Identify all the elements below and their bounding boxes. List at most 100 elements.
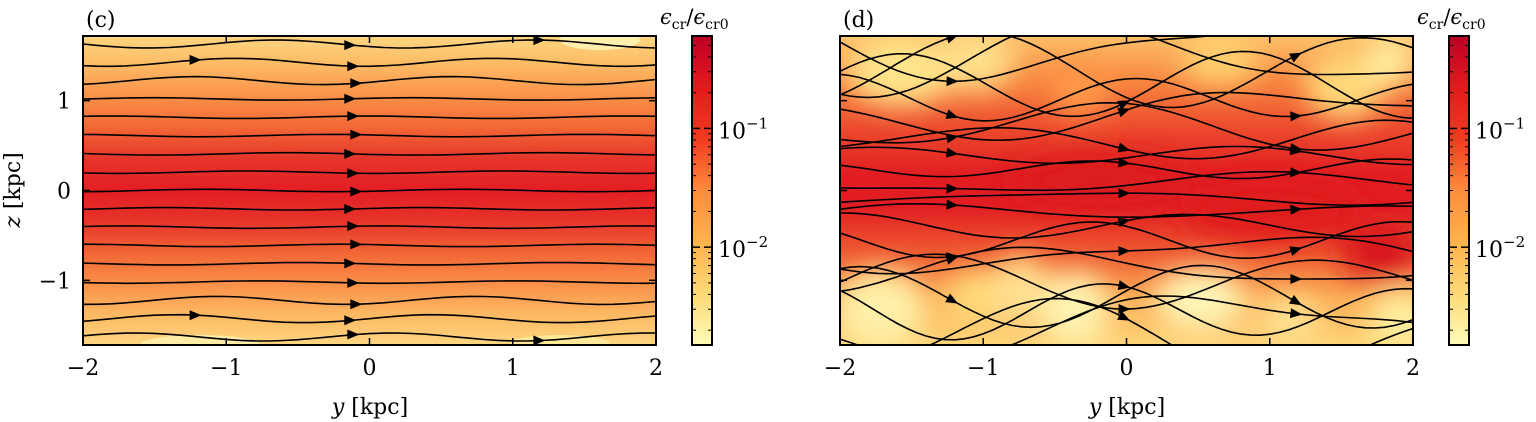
colorbar-tick-label: 10−2 bbox=[1475, 233, 1525, 263]
streamline bbox=[83, 332, 656, 342]
streamline bbox=[840, 36, 1413, 99]
streamline-arrow bbox=[344, 40, 357, 51]
panel-c-colorbar: ϵcr/ϵcr0 10−1 10−2 bbox=[660, 5, 768, 346]
streamline-arrow bbox=[347, 61, 360, 72]
streamline-arrow bbox=[1290, 167, 1303, 178]
y-tick-label: 0 bbox=[57, 180, 71, 205]
streamline bbox=[83, 188, 656, 193]
colorbar-tick-label: 10−1 bbox=[718, 114, 768, 144]
streamline-arrow bbox=[344, 203, 357, 214]
streamline-arrow bbox=[1118, 157, 1131, 168]
streamline-arrow bbox=[1289, 246, 1303, 256]
streamline-arrow bbox=[189, 310, 202, 321]
panel-c-label: (c) bbox=[86, 8, 116, 33]
panel-d-ticks: −2 −1 0 1 2 bbox=[824, 36, 1420, 381]
streamline bbox=[83, 39, 656, 49]
streamline bbox=[840, 220, 1413, 259]
streamline-arrow bbox=[1290, 204, 1303, 215]
streamline-arrow bbox=[1290, 111, 1303, 122]
streamline bbox=[83, 170, 656, 175]
panel-d-xlabel: y [kpc] bbox=[1088, 395, 1165, 420]
streamline bbox=[83, 295, 656, 306]
streamline bbox=[840, 295, 1413, 345]
streamline-arrow bbox=[344, 315, 357, 326]
panel-c-ylabel: z [kpc] bbox=[1, 152, 26, 229]
streamline bbox=[840, 101, 1413, 151]
streamline-arrow bbox=[945, 133, 959, 144]
streamline-arrow bbox=[946, 76, 959, 87]
streamline-arrow bbox=[350, 239, 363, 250]
panel-d-colorbar: ϵcr/ϵcr0 10−1 10−2 bbox=[1417, 5, 1525, 346]
panel-d-label: (d) bbox=[843, 8, 874, 33]
colorbar-tick-label: 10−2 bbox=[718, 233, 768, 263]
streamline-arrow bbox=[946, 183, 959, 194]
panel-c-xlabel: y [kpc] bbox=[331, 395, 408, 420]
streamline-arrow bbox=[344, 148, 357, 159]
streamline-arrow bbox=[1117, 107, 1131, 118]
streamline bbox=[840, 170, 1413, 192]
streamline bbox=[83, 57, 656, 68]
x-tick-label: 0 bbox=[1120, 356, 1134, 381]
streamline-arrow bbox=[350, 78, 363, 89]
streamline bbox=[840, 264, 1413, 329]
streamline-arrow bbox=[533, 36, 546, 46]
panel-d: −2 −1 0 1 2 (d) y [kpc] bbox=[824, 8, 1420, 420]
x-tick-label: 2 bbox=[1406, 356, 1420, 381]
streamline bbox=[840, 145, 1413, 166]
colorbar-c-ticks: 10−1 10−2 bbox=[692, 44, 768, 331]
x-tick-label: −2 bbox=[824, 356, 856, 381]
x-tick-label: −1 bbox=[967, 356, 999, 381]
streamline bbox=[83, 133, 656, 138]
streamline bbox=[83, 225, 656, 230]
streamline-arrow bbox=[189, 54, 202, 65]
panel-d-streamlines bbox=[840, 12, 1413, 345]
streamline bbox=[840, 246, 1413, 293]
streamline bbox=[83, 206, 656, 211]
streamline-arrow bbox=[350, 299, 363, 310]
streamline-arrow bbox=[344, 93, 357, 104]
streamline bbox=[83, 151, 656, 156]
streamline-arrow bbox=[347, 277, 360, 288]
panel-c-streamlines bbox=[83, 36, 656, 345]
streamline-arrow bbox=[946, 147, 959, 158]
panel-c-ticks: −2 −1 0 1 2 1 0 −1 bbox=[39, 36, 663, 381]
streamline-arrow bbox=[533, 335, 546, 345]
x-tick-label: −1 bbox=[210, 356, 242, 381]
y-tick-label: 1 bbox=[57, 90, 71, 115]
streamline-arrow bbox=[1289, 12, 1303, 25]
streamline-arrow bbox=[946, 199, 959, 210]
streamline bbox=[83, 75, 656, 86]
streamline-arrow bbox=[1290, 273, 1303, 284]
panel-c-light-patch bbox=[510, 335, 610, 345]
streamline-arrow bbox=[1289, 145, 1303, 156]
streamline-arrow bbox=[1117, 310, 1131, 321]
streamline-arrow bbox=[945, 255, 959, 265]
x-tick-label: 1 bbox=[1263, 356, 1277, 381]
streamline bbox=[83, 261, 656, 266]
streamline-arrow bbox=[347, 221, 360, 232]
colorbar-d-ticks: 10−1 10−2 bbox=[1449, 44, 1525, 331]
colorbar-c-title: ϵcr/ϵcr0 bbox=[660, 5, 729, 33]
streamline-arrow bbox=[1289, 308, 1303, 319]
streamline-arrow bbox=[347, 168, 360, 179]
streamline bbox=[840, 202, 1413, 218]
panel-c-light-patch bbox=[140, 335, 260, 345]
streamline-arrow bbox=[347, 329, 360, 340]
streamline-arrow bbox=[350, 186, 363, 197]
streamline bbox=[840, 73, 1413, 122]
streamline bbox=[83, 96, 656, 101]
colorbar-tick-label: 10−1 bbox=[1475, 114, 1525, 144]
x-tick-label: 2 bbox=[649, 356, 663, 381]
colorbar-d-title: ϵcr/ϵcr0 bbox=[1417, 5, 1486, 33]
streamline-arrow bbox=[1288, 294, 1302, 306]
streamline-arrow bbox=[945, 109, 959, 119]
streamline-arrow bbox=[1289, 52, 1302, 63]
streamline-arrow bbox=[344, 258, 357, 269]
y-tick-label: −1 bbox=[39, 269, 71, 294]
streamline-arrow bbox=[1117, 22, 1131, 35]
streamline-arrow bbox=[1117, 280, 1131, 291]
x-tick-label: 0 bbox=[363, 356, 377, 381]
streamline bbox=[83, 115, 656, 120]
streamline bbox=[840, 36, 1413, 109]
